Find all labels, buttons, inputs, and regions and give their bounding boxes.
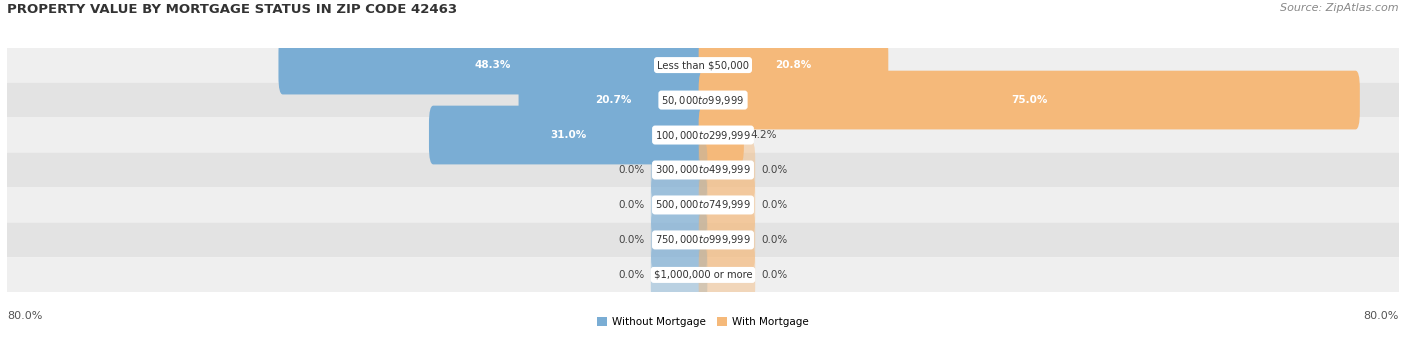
Text: $100,000 to $299,999: $100,000 to $299,999 xyxy=(655,129,751,141)
FancyBboxPatch shape xyxy=(699,71,1360,130)
FancyBboxPatch shape xyxy=(699,141,755,199)
Text: 4.2%: 4.2% xyxy=(749,130,776,140)
FancyBboxPatch shape xyxy=(699,245,755,304)
Text: 0.0%: 0.0% xyxy=(761,165,787,175)
Text: $300,000 to $499,999: $300,000 to $499,999 xyxy=(655,164,751,176)
FancyBboxPatch shape xyxy=(7,257,1399,292)
Text: 31.0%: 31.0% xyxy=(550,130,586,140)
Text: 48.3%: 48.3% xyxy=(475,60,512,70)
FancyBboxPatch shape xyxy=(651,141,707,199)
Text: 75.0%: 75.0% xyxy=(1011,95,1047,105)
Text: 0.0%: 0.0% xyxy=(619,235,645,245)
FancyBboxPatch shape xyxy=(699,210,755,269)
FancyBboxPatch shape xyxy=(7,222,1399,257)
FancyBboxPatch shape xyxy=(7,153,1399,187)
FancyBboxPatch shape xyxy=(7,48,1399,83)
Text: $1,000,000 or more: $1,000,000 or more xyxy=(654,270,752,280)
Text: PROPERTY VALUE BY MORTGAGE STATUS IN ZIP CODE 42463: PROPERTY VALUE BY MORTGAGE STATUS IN ZIP… xyxy=(7,3,457,16)
Text: 0.0%: 0.0% xyxy=(761,235,787,245)
FancyBboxPatch shape xyxy=(519,71,707,130)
FancyBboxPatch shape xyxy=(699,36,889,95)
FancyBboxPatch shape xyxy=(7,83,1399,118)
Text: $50,000 to $99,999: $50,000 to $99,999 xyxy=(661,94,745,106)
Text: Less than $50,000: Less than $50,000 xyxy=(657,60,749,70)
FancyBboxPatch shape xyxy=(7,118,1399,153)
Text: 20.8%: 20.8% xyxy=(775,60,811,70)
Text: Source: ZipAtlas.com: Source: ZipAtlas.com xyxy=(1281,3,1399,13)
Text: 0.0%: 0.0% xyxy=(619,165,645,175)
FancyBboxPatch shape xyxy=(651,210,707,269)
Text: 0.0%: 0.0% xyxy=(761,200,787,210)
FancyBboxPatch shape xyxy=(278,36,707,95)
Legend: Without Mortgage, With Mortgage: Without Mortgage, With Mortgage xyxy=(593,313,813,331)
FancyBboxPatch shape xyxy=(699,106,744,165)
Text: 0.0%: 0.0% xyxy=(619,200,645,210)
Text: 20.7%: 20.7% xyxy=(595,95,631,105)
Text: 80.0%: 80.0% xyxy=(7,311,42,321)
FancyBboxPatch shape xyxy=(429,106,707,165)
Text: $500,000 to $749,999: $500,000 to $749,999 xyxy=(655,199,751,211)
Text: 80.0%: 80.0% xyxy=(1364,311,1399,321)
FancyBboxPatch shape xyxy=(7,187,1399,222)
Text: $750,000 to $999,999: $750,000 to $999,999 xyxy=(655,234,751,246)
FancyBboxPatch shape xyxy=(651,175,707,234)
FancyBboxPatch shape xyxy=(651,245,707,304)
Text: 0.0%: 0.0% xyxy=(761,270,787,280)
FancyBboxPatch shape xyxy=(699,175,755,234)
Text: 0.0%: 0.0% xyxy=(619,270,645,280)
